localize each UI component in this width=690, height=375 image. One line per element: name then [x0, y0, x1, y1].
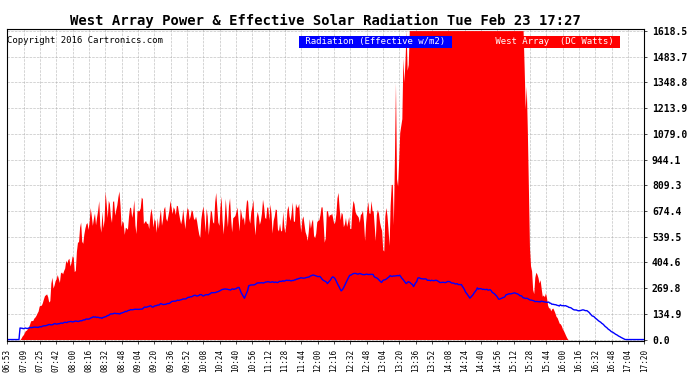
Text: West Array  (DC Watts): West Array (DC Watts) — [490, 37, 619, 46]
Text: Radiation (Effective w/m2): Radiation (Effective w/m2) — [300, 37, 451, 46]
Title: West Array Power & Effective Solar Radiation Tue Feb 23 17:27: West Array Power & Effective Solar Radia… — [70, 14, 581, 28]
Text: Copyright 2016 Cartronics.com: Copyright 2016 Cartronics.com — [7, 36, 163, 45]
